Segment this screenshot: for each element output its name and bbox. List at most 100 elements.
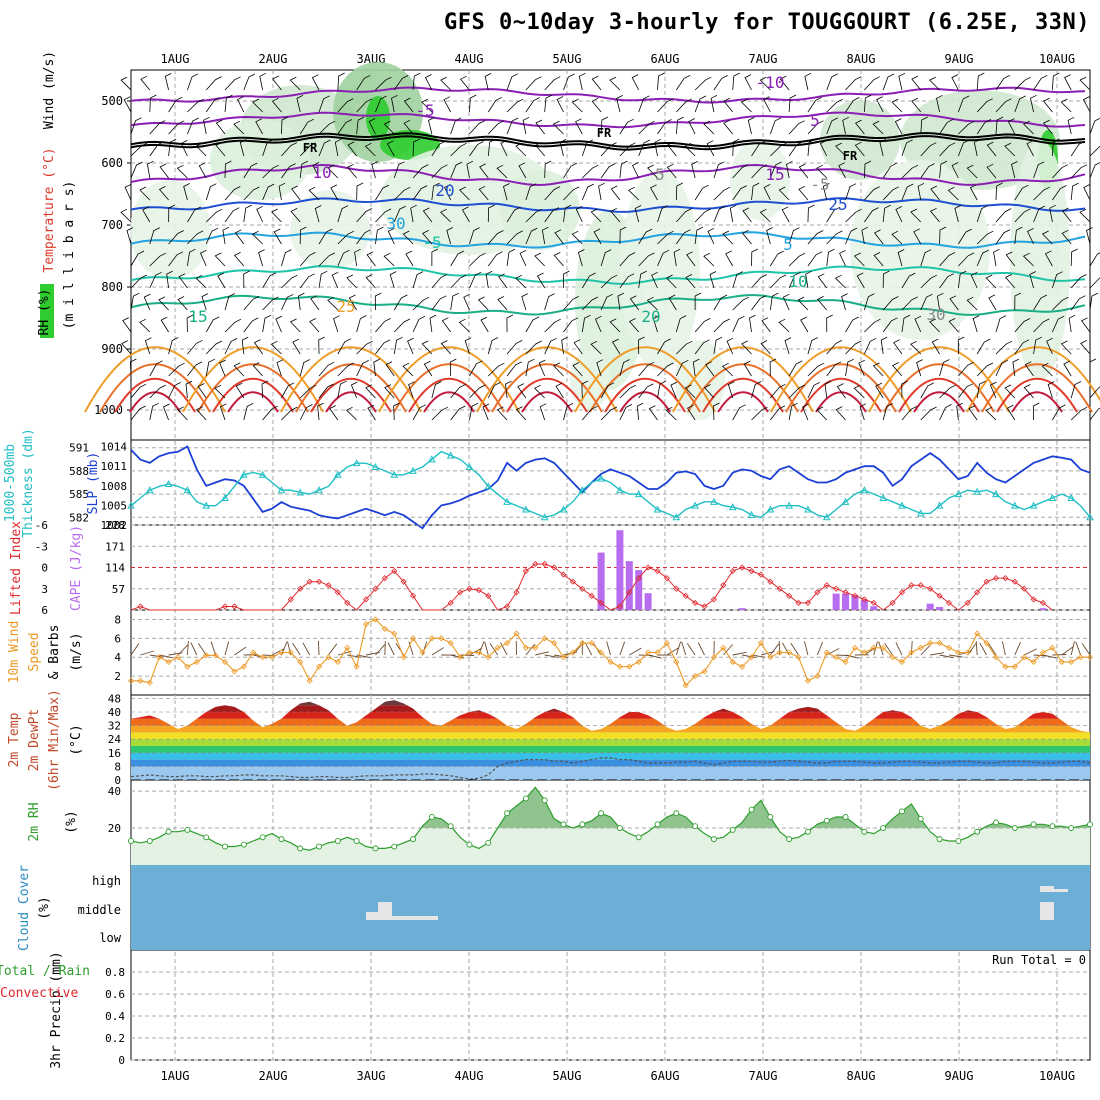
- wind-barb: [168, 337, 179, 355]
- wind-barb: [149, 120, 166, 135]
- wind-barb: [1080, 317, 1091, 333]
- lifted-index-marker: [409, 592, 417, 599]
- thickness-marker: [935, 501, 944, 509]
- wind-barb: [951, 162, 959, 179]
- wind-barb: [657, 98, 674, 113]
- thickness-marker: [164, 480, 173, 488]
- wind-barb: [920, 406, 937, 421]
- wind-barb: [243, 204, 252, 223]
- wind-barb: [675, 182, 683, 201]
- wind-barb: [676, 208, 692, 223]
- wind-barb: [536, 272, 546, 289]
- temp-contour-hot: [310, 377, 392, 413]
- thickness-marker: [916, 509, 925, 517]
- lifted-index-marker: [391, 567, 398, 575]
- rh-marker: [353, 838, 360, 844]
- thickness-marker: [183, 486, 192, 494]
- wind-barb: [694, 208, 711, 223]
- wind-barb: [666, 163, 677, 179]
- wind-barb: [1082, 96, 1091, 113]
- cloud-block: [1040, 902, 1054, 920]
- temp-band: [131, 700, 1090, 706]
- wind-barb: [929, 76, 940, 91]
- wind-barb: [450, 274, 467, 289]
- lifted-index-marker: [504, 603, 511, 610]
- thickness-marker: [522, 505, 530, 513]
- wind-barb: [1042, 119, 1053, 135]
- wind-barb: [130, 142, 148, 157]
- wind-barb: [936, 292, 944, 311]
- wind-barb: [577, 249, 585, 267]
- wind-barb: [146, 160, 154, 179]
- rh-marker: [899, 808, 905, 815]
- wind-barb: [375, 318, 391, 333]
- wind-speed-marker: [663, 639, 670, 647]
- wind-barb: [675, 315, 687, 333]
- wind-barb: [158, 296, 169, 311]
- cloud-level-label: high: [92, 874, 121, 888]
- wind-barb: [525, 227, 538, 245]
- wind-speed-marker: [541, 635, 548, 642]
- wind-barb: [149, 94, 157, 113]
- wind-barb: [863, 94, 872, 113]
- wind-barb: [995, 315, 1007, 333]
- wind-barb: [234, 229, 245, 245]
- surface-wind-barb: [751, 654, 766, 658]
- rh-marker: [974, 828, 981, 835]
- thickness-marker: [1010, 501, 1019, 509]
- wind-barb: [408, 381, 415, 399]
- thickness-marker: [428, 455, 436, 463]
- lifted-index-marker: [851, 592, 859, 599]
- surface-wind-barb: [186, 640, 189, 656]
- wind-barb: [856, 272, 865, 289]
- wind-barb: [939, 226, 947, 245]
- wind-barb: [563, 317, 579, 333]
- surface-wind-barb: [681, 641, 687, 656]
- wind-barb: [939, 118, 954, 135]
- temp-contour: [130, 265, 1086, 285]
- lifted-index-tick-label: -3: [35, 540, 48, 553]
- wind-barb: [412, 271, 424, 289]
- wind-barb: [770, 405, 786, 421]
- lifted-index-marker: [569, 578, 576, 585]
- precip-tick-label: 0.6: [105, 988, 125, 1001]
- wind-barb: [600, 293, 613, 311]
- wind-barb: [1052, 185, 1067, 201]
- rh-marker: [1011, 825, 1018, 831]
- wind-barb: [657, 72, 665, 91]
- wind-speed-marker: [945, 644, 953, 651]
- wind-barb: [318, 270, 328, 289]
- thickness-marker: [1048, 493, 1057, 501]
- surface-wind-barb: [190, 642, 198, 656]
- wind-barb: [198, 162, 207, 179]
- wind-barb: [555, 382, 564, 399]
- wind-barb: [553, 362, 564, 377]
- wind-barb: [160, 316, 169, 333]
- wind-barb: [177, 406, 188, 421]
- lifted-index-marker: [1039, 599, 1047, 606]
- wind-speed-marker: [1039, 649, 1047, 656]
- surface-wind-barb: [271, 648, 285, 656]
- wind-barb: [535, 119, 545, 135]
- wind-barb: [469, 360, 483, 377]
- wind-barb: [970, 271, 978, 289]
- date-label-bottom: 5AUG: [553, 1069, 582, 1083]
- thickness-marker: [334, 470, 342, 478]
- wind-barb: [553, 252, 564, 267]
- wind-barb: [525, 183, 537, 201]
- wind-barb: [916, 359, 923, 377]
- wind-barb: [500, 140, 508, 157]
- surface-wind-barb: [584, 642, 593, 656]
- wind-barb: [187, 206, 201, 223]
- lifted-index-marker: [1030, 596, 1037, 603]
- wind-barb: [973, 138, 981, 157]
- wind-barb: [469, 227, 480, 245]
- temp-contour-hot: [868, 346, 1010, 413]
- wind-speed-marker: [842, 658, 849, 666]
- wind-barb: [299, 118, 314, 135]
- wind-barb: [920, 116, 928, 135]
- wind-barb: [450, 250, 465, 267]
- wind-barb: [205, 340, 223, 355]
- wind-barb: [487, 362, 505, 377]
